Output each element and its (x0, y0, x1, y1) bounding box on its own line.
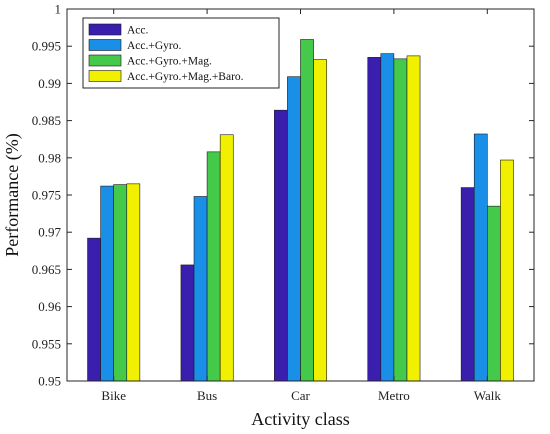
legend-label: Acc. (127, 25, 149, 37)
y-tick-label: 0.98 (38, 150, 61, 165)
x-tick-label: Metro (378, 388, 410, 403)
y-tick-label: 0.985 (32, 113, 61, 128)
legend-label: Acc.+Gyro.+Mag.+Baro. (127, 71, 244, 83)
legend-label: Acc.+Gyro.+Mag. (127, 56, 212, 68)
bar-1-metro (367, 57, 382, 382)
bar-1-car (274, 109, 288, 382)
y-tick-label: 0.95 (38, 374, 61, 389)
legend-swatch (88, 39, 122, 51)
y-tick-label: 0.995 (32, 39, 61, 54)
x-tick-label: Walk (474, 388, 502, 403)
legend: Acc. Acc.+Gyro. Acc.+Gyro.+Mag. Acc.+Gyro.+… (82, 17, 280, 89)
legend-label: Acc.+Gyro. (127, 40, 182, 52)
y-tick-label: 0.99 (38, 76, 61, 91)
y-tick-label: 0.955 (32, 336, 61, 351)
y-tick-label: 0.96 (38, 299, 61, 314)
bar-2-walk (473, 133, 488, 382)
bars-group (87, 39, 514, 382)
bar-3-bike (113, 184, 128, 382)
x-tick-label: Bus (197, 388, 217, 403)
bar-1-bike (87, 237, 101, 382)
x-axis-title: Activity class (251, 409, 349, 429)
bar-2-car (287, 76, 301, 382)
bar-4-bus (219, 134, 234, 382)
bar-3-car (300, 39, 314, 382)
legend-swatch (88, 54, 122, 67)
bar-2-bike (100, 185, 115, 382)
bar-1-walk (460, 187, 475, 382)
bar-4-walk (500, 159, 514, 382)
x-tick-label: Bike (101, 388, 126, 403)
axis-ticks: 0.95 0.955 0.96 0.965 0.97 0.975 0.98 0.985 0.99… (32, 2, 534, 403)
y-axis-title: Performance (%) (2, 133, 23, 256)
bar-4-car (313, 59, 327, 382)
bar-2-metro (380, 53, 395, 382)
bar-3-metro (393, 58, 408, 382)
legend-swatch (88, 70, 122, 82)
y-tick-label: 0.97 (38, 225, 61, 240)
bar-1-bus (180, 264, 195, 382)
x-tick-label: Car (291, 388, 310, 403)
y-tick-label: 0.965 (32, 262, 61, 277)
bar-3-walk (486, 205, 501, 382)
y-tick-label: 1 (55, 2, 62, 17)
bar-4-bike (126, 183, 141, 382)
bar-2-bus (193, 196, 208, 382)
bar-4-metro (406, 55, 421, 382)
y-tick-label: 0.975 (32, 188, 61, 203)
legend-swatch (88, 23, 122, 36)
bar-3-bus (206, 151, 221, 382)
